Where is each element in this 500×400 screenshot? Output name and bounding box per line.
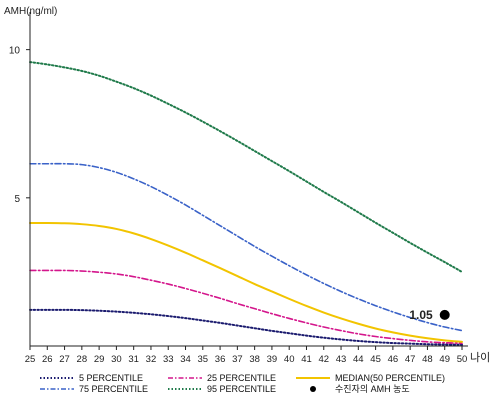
x-tick-label: 40 xyxy=(284,354,295,365)
x-tick-label: 44 xyxy=(353,354,364,365)
x-tick-label: 29 xyxy=(94,354,105,365)
x-tick-label: 26 xyxy=(42,354,53,365)
legend-item-p5: 5 PERCENTILE xyxy=(40,373,168,383)
y-axis-title: AMH(ng/ml) xyxy=(4,6,57,17)
legend-label-p5: 5 PERCENTILE xyxy=(79,372,144,383)
x-tick-label: 25 xyxy=(25,354,36,365)
legend-swatch-median xyxy=(296,376,330,379)
legend-label-p75: 75 PERCENTILE xyxy=(79,383,149,394)
legend-label-patient: 수진자의 AMH 농도 xyxy=(335,384,410,394)
x-tick-label: 42 xyxy=(318,354,329,365)
x-tick-label: 39 xyxy=(267,354,278,365)
legend-label-median: MEDIAN(50 PERCENTILE) xyxy=(335,372,446,383)
legend-item-median: MEDIAN(50 PERCENTILE) xyxy=(296,373,476,383)
legend-swatch-patient xyxy=(310,385,316,392)
legend-swatch-p25 xyxy=(168,376,202,379)
x-tick-label: 27 xyxy=(59,354,70,365)
legend-swatch-p75 xyxy=(40,387,74,390)
amh-chart: 5 10 25 26 27 28 29 30 31 32 33 34 35 36 37 38 39 40 41 42 4… xyxy=(4,6,490,365)
x-tick-label: 28 xyxy=(77,354,88,365)
legend-label-p95: 95 PERCENTILE xyxy=(207,383,277,394)
x-tick-label: 33 xyxy=(163,354,174,365)
x-tick-label: 47 xyxy=(405,354,416,365)
x-tick-label: 34 xyxy=(180,354,191,365)
legend-item-p25: 25 PERCENTILE xyxy=(168,373,296,383)
x-axis-title: 나이 xyxy=(470,351,490,364)
x-tick-label: 45 xyxy=(370,354,381,365)
legend-swatch-p5 xyxy=(40,376,74,379)
legend-row-2: 75 PERCENTILE 95 PERCENTILE 수진자의 AMH 농도 xyxy=(40,383,490,394)
x-tick-label: 30 xyxy=(111,354,122,365)
y-tick-label: 5 xyxy=(14,194,20,205)
legend-item-patient: 수진자의 AMH 농도 xyxy=(296,382,476,395)
patient-value-label: 1.05 xyxy=(409,308,433,322)
legend-item-p75: 75 PERCENTILE xyxy=(40,384,168,394)
annotation-layer: 1.05 xyxy=(409,308,450,322)
x-tick-label: 35 xyxy=(198,354,209,365)
legend: 5 PERCENTILE 25 PERCENTILE MEDIAN(50 PER… xyxy=(40,372,490,394)
x-tick-label: 41 xyxy=(301,354,312,365)
series-line-75-percentile xyxy=(29,162,463,332)
x-tick-label: 48 xyxy=(422,354,433,365)
patient-value-marker xyxy=(439,309,450,320)
series-line-25-percentile xyxy=(29,269,463,345)
x-tick-label: 37 xyxy=(232,354,243,365)
y-tick-label: 10 xyxy=(9,46,21,57)
x-tick-label: 50 xyxy=(457,354,468,365)
x-tick-label: 38 xyxy=(249,354,260,365)
x-tick-label: 46 xyxy=(388,354,399,365)
axis-layer: 5 10 25 26 27 28 29 30 31 32 33 34 35 36 37 38 39 40 41 42 4… xyxy=(9,12,468,365)
series-line-5-percentile xyxy=(29,308,463,346)
x-tick-label: 49 xyxy=(439,354,450,365)
x-tick-label: 43 xyxy=(336,354,347,365)
series-line-95-percentile xyxy=(29,61,463,273)
x-tick-label: 31 xyxy=(128,354,139,365)
legend-swatch-p95 xyxy=(168,387,202,390)
series-layer xyxy=(29,61,463,346)
legend-label-p25: 25 PERCENTILE xyxy=(207,372,277,383)
x-tick-label: 36 xyxy=(215,354,226,365)
series-line-median-50-percentile xyxy=(29,221,463,343)
legend-item-p95: 95 PERCENTILE xyxy=(168,384,296,394)
legend-row-1: 5 PERCENTILE 25 PERCENTILE MEDIAN(50 PER… xyxy=(40,372,490,383)
x-tick-label: 32 xyxy=(146,354,157,365)
